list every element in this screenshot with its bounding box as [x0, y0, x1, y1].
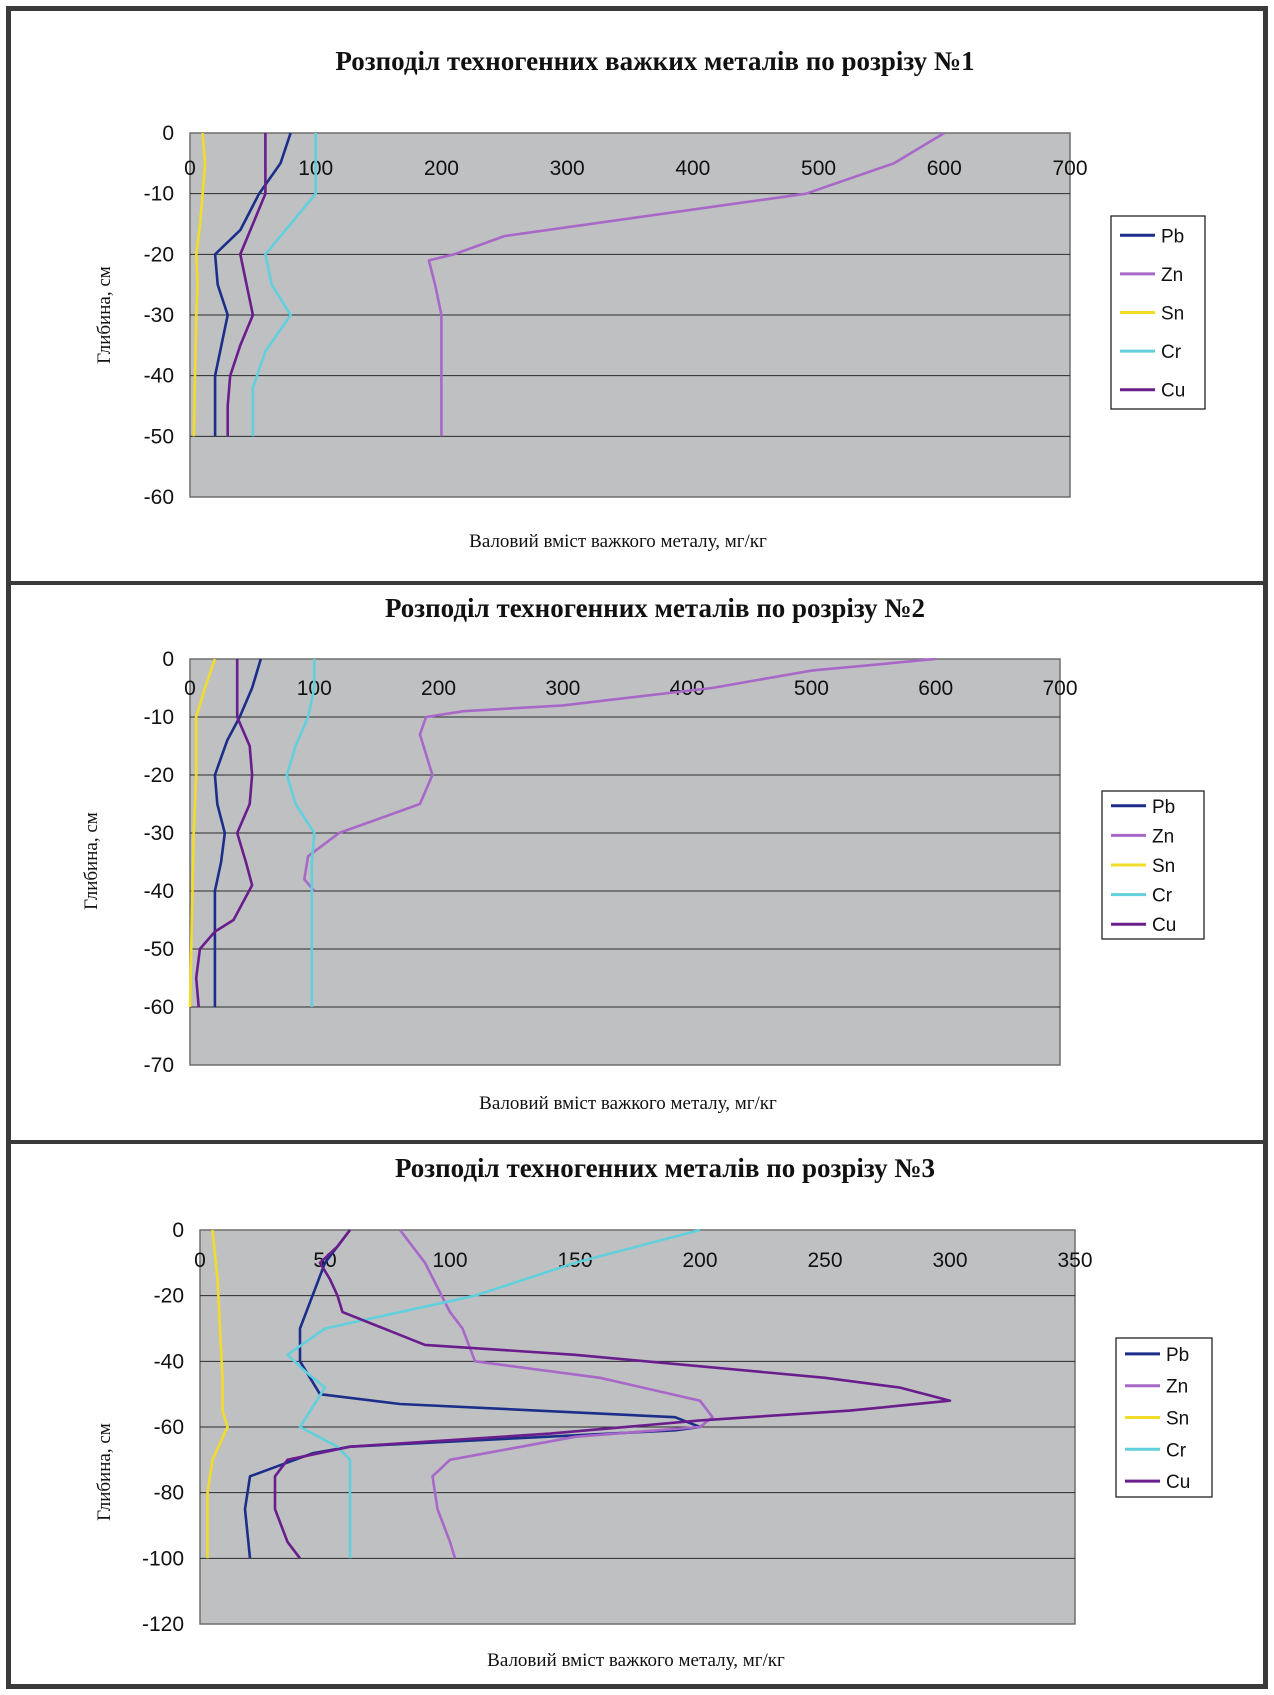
x-tick-label: 600 — [927, 157, 962, 180]
x-tick-label: 500 — [801, 157, 836, 180]
legend-label: Cr — [1161, 342, 1182, 363]
x-tick-label: 300 — [932, 1249, 967, 1272]
x-tick-label: 350 — [1057, 1249, 1092, 1272]
y-tick-label: -10 — [144, 183, 174, 206]
y-tick-label: -60 — [144, 486, 174, 509]
x-tick-label: 0 — [184, 157, 196, 180]
series-line-pb — [213, 658, 263, 1007]
y-tick-label: -40 — [144, 365, 174, 388]
plot-area — [189, 658, 1061, 1066]
y-tick-label: -20 — [144, 764, 174, 787]
y-tick-label: -50 — [144, 425, 174, 448]
y-axis-title: Глибина, см — [94, 266, 115, 364]
y-tick-label: -80 — [154, 1482, 184, 1505]
x-tick-label: 200 — [424, 157, 459, 180]
legend-label: Cu — [1166, 1472, 1190, 1493]
series-line-cu — [194, 659, 254, 1008]
y-tick-label: -40 — [144, 880, 174, 903]
y-tick-label: 0 — [162, 122, 174, 145]
panel-divider — [6, 581, 1268, 585]
legend-label: Cu — [1161, 381, 1185, 402]
x-tick-label: 200 — [421, 677, 456, 700]
y-axis-title: Глибина, см — [94, 1423, 115, 1521]
y-tick-label: 0 — [162, 648, 174, 671]
legend-label: Pb — [1152, 797, 1175, 818]
x-axis-title: Валовий вміст важкого металу, мг/кг — [469, 531, 767, 552]
x-tick-label: 250 — [807, 1249, 842, 1272]
chart-title: Розподіл техногенних важких металів по р… — [335, 46, 974, 76]
y-tick-label: -70 — [144, 1054, 174, 1077]
x-tick-label: 700 — [1052, 157, 1087, 180]
legend-box — [1110, 215, 1206, 410]
legend-label: Cu — [1152, 915, 1176, 936]
y-tick-label: -50 — [144, 938, 174, 961]
x-tick-label: 0 — [194, 1249, 206, 1272]
x-tick-label: 400 — [675, 157, 710, 180]
series-line-cr — [251, 133, 317, 437]
legend: Pb Zn Sn Cr Cu — [1110, 215, 1206, 410]
legend-label: Sn — [1166, 1409, 1189, 1430]
y-tick-label: -30 — [144, 822, 174, 845]
x-tick-label: 700 — [1042, 677, 1077, 700]
chart-section-2: Розподіл техногенних металів по розрізу … — [81, 593, 1205, 1114]
y-axis-title: Глибина, см — [81, 812, 102, 910]
x-tick-label: 0 — [184, 677, 196, 700]
y-tick-label: -60 — [154, 1416, 184, 1439]
x-tick-label: 100 — [432, 1249, 467, 1272]
series-line-cu — [273, 1229, 952, 1560]
series-line-pb — [243, 1229, 702, 1559]
y-tick-label: -100 — [142, 1547, 184, 1570]
legend-label: Sn — [1161, 304, 1184, 325]
legend: Pb Zn Sn Cr Cu — [1101, 790, 1205, 940]
series-line-zn — [398, 1229, 714, 1559]
x-tick-label: 500 — [794, 677, 829, 700]
x-axis-title: Валовий вміст важкого металу, мг/кг — [479, 1093, 777, 1114]
chart-section-3: Розподіл техногенних металів по розрізу … — [94, 1153, 1213, 1671]
x-tick-label: 300 — [545, 677, 580, 700]
y-tick-label: -10 — [144, 706, 174, 729]
series-line-cr — [285, 659, 316, 1007]
chart-section-1: Розподіл техногенних важких металів по р… — [94, 46, 1206, 552]
y-tick-label: -20 — [154, 1285, 184, 1308]
x-tick-label: 400 — [670, 677, 705, 700]
legend-label: Zn — [1152, 826, 1174, 847]
legend-label: Zn — [1166, 1377, 1188, 1398]
series-line-zn — [303, 657, 936, 892]
legend: Pb Zn Sn Cr Cu — [1115, 1337, 1213, 1498]
chart-title: Розподіл техногенних металів по розрізу … — [385, 593, 925, 623]
series-line-sn — [192, 132, 207, 437]
legend-label: Cr — [1152, 886, 1173, 907]
series-line-cu — [226, 133, 267, 437]
y-tick-label: -30 — [144, 304, 174, 327]
legend-label: Pb — [1166, 1345, 1189, 1366]
series-line-cr — [286, 1228, 701, 1559]
series-line-zn — [427, 131, 945, 437]
series-line-sn — [206, 1229, 229, 1559]
legend-label: Sn — [1152, 856, 1175, 877]
x-tick-label: 300 — [550, 157, 585, 180]
y-tick-label: 0 — [172, 1219, 184, 1242]
x-axis-title: Валовий вміст важкого металу, мг/кг — [487, 1650, 785, 1671]
y-tick-label: -60 — [144, 996, 174, 1019]
y-tick-label: -40 — [154, 1350, 184, 1373]
legend-label: Pb — [1161, 226, 1184, 247]
x-tick-label: 600 — [918, 677, 953, 700]
legend-label: Cr — [1166, 1440, 1187, 1461]
series-line-sn — [188, 658, 217, 1008]
legend-label: Zn — [1161, 265, 1183, 286]
x-tick-label: 200 — [682, 1249, 717, 1272]
figure-frame — [6, 6, 1268, 1689]
y-tick-label: -20 — [144, 243, 174, 266]
y-tick-label: -120 — [142, 1613, 184, 1636]
panel-divider — [6, 1140, 1268, 1144]
chart-title: Розподіл техногенних металів по розрізу … — [395, 1153, 935, 1183]
